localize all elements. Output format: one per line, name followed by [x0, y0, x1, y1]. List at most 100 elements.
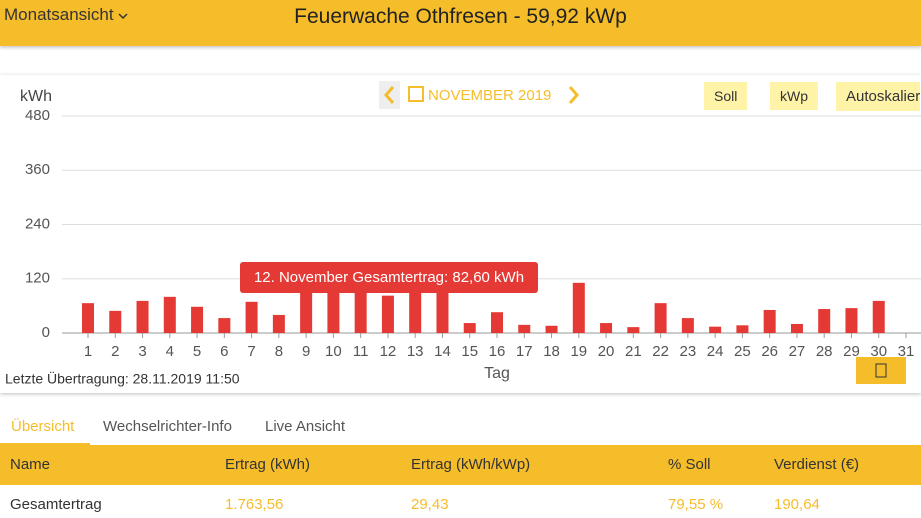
table-cell: 29,43 — [411, 496, 449, 513]
prev-arrow — [384, 86, 395, 104]
y-tick-label: 480 — [25, 107, 50, 124]
x-tick-label: 12 — [380, 343, 397, 360]
bar — [163, 296, 176, 333]
x-tick-label: 1 — [84, 343, 92, 360]
pdf-button[interactable] — [856, 357, 906, 384]
bar — [545, 325, 558, 333]
autoscale-button[interactable]: Autoskalier — [836, 82, 921, 111]
bar — [790, 323, 803, 333]
bar — [381, 295, 394, 333]
x-tick-label: 24 — [707, 343, 724, 360]
chart-card — [0, 75, 921, 393]
bar — [491, 312, 503, 333]
bar — [463, 323, 476, 333]
prev-button[interactable] — [379, 81, 400, 109]
chevron — [118, 13, 128, 20]
y-tick-label: 360 — [25, 161, 50, 178]
bar — [872, 300, 885, 333]
bar — [136, 300, 149, 333]
chart: NOVEMBER 2019 kWh Tag Letzte Übertragung… — [5, 81, 921, 387]
bar — [818, 309, 831, 333]
y-tick-label: 240 — [25, 215, 50, 232]
bar — [600, 323, 613, 333]
x-tick-label: 13 — [407, 343, 424, 360]
bar — [654, 303, 667, 333]
bar — [272, 314, 285, 333]
x-tick-label: 16 — [489, 343, 506, 360]
x-tick-label: 30 — [870, 343, 887, 360]
calendar-icon — [408, 86, 424, 102]
x-tick-label: 25 — [734, 343, 751, 360]
bar — [245, 301, 258, 333]
table-cell: 79,55 % — [668, 496, 724, 513]
table-cell: Gesamtertrag — [10, 496, 102, 513]
bar — [845, 308, 858, 333]
tab[interactable]: Übersicht — [11, 418, 75, 435]
bar — [709, 326, 722, 333]
tabs: Übersicht Wechselrichter-Info Live Ansic… — [0, 408, 921, 445]
x-tick-label: 8 — [275, 343, 283, 360]
x-tick-label: 14 — [434, 343, 451, 360]
bar — [109, 310, 122, 333]
x-tick-label: 18 — [543, 343, 560, 360]
x-tick-label: 3 — [138, 343, 146, 360]
bar — [627, 327, 640, 333]
x-tick-label: 28 — [816, 343, 833, 360]
bar — [327, 287, 340, 333]
view-menu-label[interactable]: Monatsansicht — [4, 5, 114, 24]
bar — [436, 285, 449, 333]
column-header: % Soll — [668, 456, 711, 473]
table-header: Name Ertrag (kWh) Ertrag (kWh/kWp) % Soll Ve… — [0, 445, 921, 485]
x-tick-label: 31 — [898, 343, 915, 360]
tab[interactable]: Live Ansicht — [265, 418, 346, 435]
last-transfer: Letzte Übertragung: 28.11.2019 11:50 — [5, 370, 240, 387]
column-header: Name — [10, 456, 51, 473]
bar — [409, 289, 422, 333]
y-tick-label: 120 — [25, 270, 50, 287]
x-tick-label: 6 — [220, 343, 228, 360]
view-menu[interactable]: Monatsansicht — [4, 5, 128, 25]
kwp-button[interactable]: kWp — [770, 82, 818, 110]
bar — [354, 288, 367, 333]
x-tick-label: 20 — [598, 343, 615, 360]
tooltip: 12. November Gesamtertrag: 82,60 kWh — [240, 262, 538, 293]
x-tick-label: 15 — [461, 343, 478, 360]
x-tick-label: 11 — [353, 343, 369, 360]
tab[interactable]: Wechselrichter-Info — [103, 418, 232, 435]
pdf-icon — [875, 363, 887, 378]
bar — [191, 306, 204, 333]
table-row: Gesamtertrag 1.763,56 29,43 79,55 % 190,64 — [0, 485, 921, 518]
x-tick-label: 19 — [570, 343, 587, 360]
x-axis-title: Tag — [484, 365, 510, 382]
x-tick-label: 23 — [680, 343, 697, 360]
bar — [300, 290, 313, 333]
bar — [681, 318, 694, 333]
page-title: Feuerwache Othfresen - 59,92 kWp — [294, 5, 627, 28]
y-axis-title: kWh — [20, 88, 52, 105]
x-tick-label: 9 — [302, 343, 310, 360]
x-tick-label: 21 — [625, 343, 642, 360]
bar — [218, 318, 231, 333]
bar — [82, 303, 94, 333]
x-tick-label: 22 — [652, 343, 669, 360]
bar — [518, 324, 531, 333]
x-tick-label: 17 — [516, 343, 533, 360]
x-tick-label: 4 — [166, 343, 174, 360]
x-tick-label: 7 — [247, 343, 255, 360]
y-tick-label: 0 — [42, 324, 50, 341]
table-cell: 190,64 — [774, 496, 820, 513]
x-tick-label: 29 — [843, 343, 860, 360]
bar — [572, 282, 585, 333]
x-tick-label: 2 — [111, 343, 119, 360]
header: Monatsansicht Feuerwache Othfresen - 59,… — [0, 0, 921, 46]
column-header: Ertrag (kWh/kWp) — [411, 456, 531, 473]
month-label[interactable]: NOVEMBER 2019 — [428, 87, 551, 104]
tab-indicator — [0, 443, 90, 445]
soll-button[interactable]: Soll — [704, 82, 748, 110]
bar — [763, 309, 776, 333]
x-tick-label: 5 — [193, 343, 201, 360]
bar — [736, 325, 749, 333]
next-arrow[interactable] — [568, 86, 579, 104]
column-header: Ertrag (kWh) — [225, 456, 311, 473]
